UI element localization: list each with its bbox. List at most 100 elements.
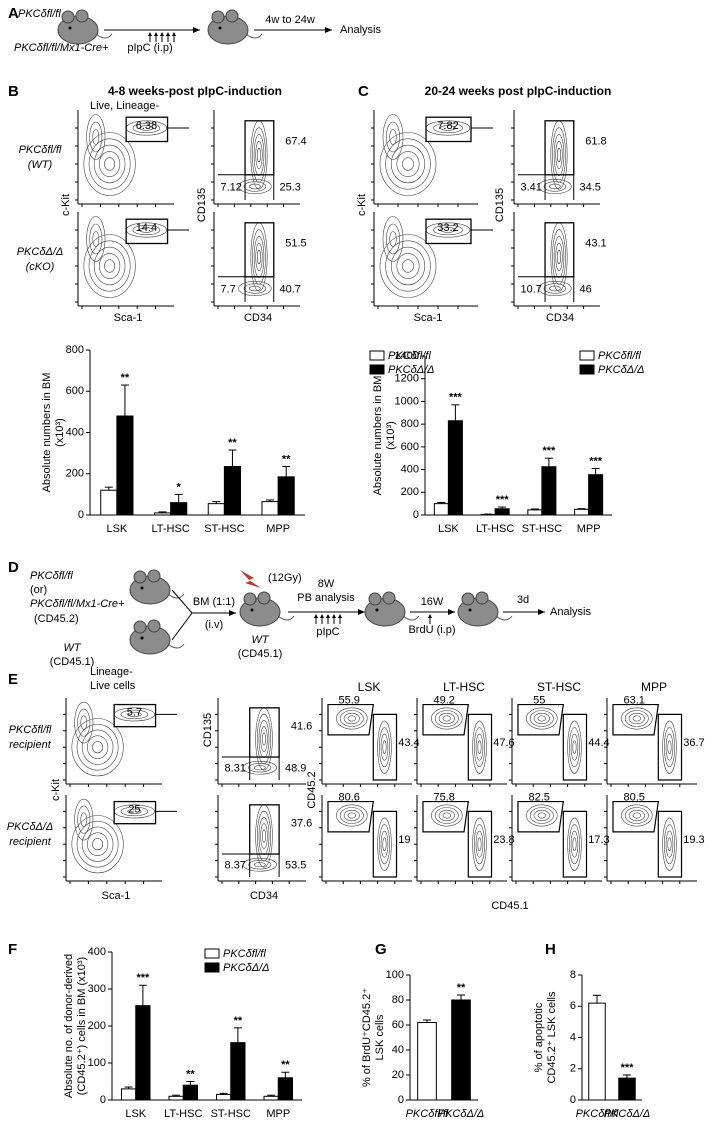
contour [442,812,451,819]
bar [527,509,543,516]
label: CD34 [250,890,278,902]
label: Lineage- [90,666,133,678]
y-tick-label: 80 [392,994,404,1006]
gate [657,713,683,781]
mouse-ear [211,10,225,24]
y-tick-label: 600 [401,441,419,453]
bar [223,466,241,516]
contour [382,216,404,262]
significance: ** [234,1015,243,1027]
contour [249,183,261,190]
contour [390,144,426,184]
contour [86,735,109,759]
x-tick-label: PKCδΔ/Δ [604,1108,651,1120]
y-tick-label: 400 [66,426,84,438]
bar [574,508,590,516]
contour [242,760,277,775]
contour [477,740,482,755]
contour [104,259,116,273]
contour [238,179,272,195]
contour [621,707,653,730]
gate-value: 36.7 [683,737,704,749]
bar [588,1002,606,1101]
y-tick-label: 60 [392,1019,404,1031]
contour [533,712,550,725]
gate-value: 61.8 [585,135,606,147]
bar [277,476,295,516]
mouse-ear [243,592,257,606]
contour [621,804,653,827]
y-axis-label: (x10³) [54,418,66,447]
contour [71,815,124,874]
contour [252,127,266,183]
mouse-ear [147,619,161,633]
label: 3d [517,594,529,606]
label: Sca-1 [102,890,131,902]
x-tick-label: MPP [266,523,290,535]
label: PKCδΔ/Δ [7,821,54,833]
gate-value: 17.3 [588,834,609,846]
gate-value: 51.5 [285,237,306,249]
contour [120,806,149,817]
bar [494,508,510,516]
label: PKCδΔ/Δ [17,246,64,258]
injection-head [148,32,152,36]
mouse-eye [468,608,472,612]
contour [552,127,566,183]
gate-value: 82.5 [529,791,550,803]
contour [385,240,431,292]
contour [260,823,268,849]
contour [257,147,261,163]
contour [628,809,645,822]
contour [81,729,114,765]
contour [474,824,485,865]
mouse-tail [495,615,513,621]
bar [433,503,449,516]
contour [438,712,455,725]
mouse-eye [68,26,72,30]
contour [389,231,397,247]
contour [529,807,554,824]
contour [389,129,397,145]
injection-head [338,614,342,618]
contour [336,804,368,827]
contour [92,231,100,247]
legend-label: PKCδfl/fl [388,350,431,362]
gate-value: 63.1 [624,694,645,706]
contour [74,798,94,841]
gate [657,810,683,878]
y-axis-label: Absolute numbers in BM [41,373,53,493]
label: CD34 [244,312,272,324]
panel-letter: E [8,671,18,688]
contour [572,837,577,852]
y-axis-label: (x10³) [385,421,397,450]
gate-value: 48.9 [285,762,306,774]
irradiation [240,570,261,588]
y-tick-label: 40 [392,1044,404,1056]
contour [93,144,126,184]
gate-value: 43.1 [585,237,606,249]
gate [125,218,169,245]
y-tick-label: 2 [570,1063,576,1075]
gate [562,713,588,781]
legend-label: PKCδΔ/Δ [598,364,645,376]
gate [244,222,275,278]
label: PKCδfl/fl [19,144,62,156]
contour [664,727,675,768]
label: PKCδfl/fl/Mx1-Cre+ [30,598,125,610]
contour [89,223,103,255]
significance: ** [228,437,237,449]
contour [260,726,268,752]
gate-value: 80.6 [339,791,360,803]
gate [544,120,575,176]
contour [396,253,420,279]
contour [570,830,579,858]
gate-value: 41.6 [291,721,312,733]
contour [569,727,580,768]
bar [154,512,172,516]
x-tick-label: MPP [266,1108,290,1120]
significance: *** [589,455,603,467]
bar [277,1077,293,1101]
contour [88,138,131,190]
contour [557,147,561,163]
